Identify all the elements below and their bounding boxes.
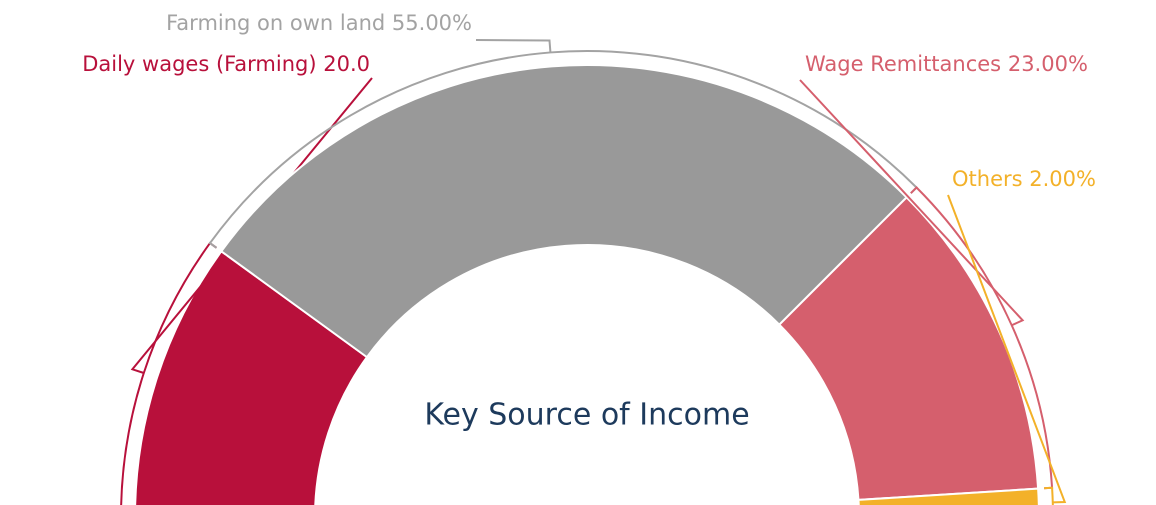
label-bracket (910, 186, 1054, 490)
value-label: 20.0 (323, 52, 370, 76)
category-label: Wage Remittances (805, 52, 1001, 76)
donut-segment (857, 487, 1040, 505)
center-text: Key Source of Income (424, 398, 749, 433)
value-label: 23.00% (1008, 52, 1088, 76)
segment-label: Wage Remittances 23.00% (805, 52, 1088, 76)
leader-line (947, 194, 1067, 504)
segment-label: Farming on own land 55.00% (166, 11, 472, 35)
label-bracket (120, 241, 218, 505)
donut-segment (219, 64, 909, 359)
segment-label: Others 2.00% (952, 167, 1096, 191)
category-label: Farming on own land (166, 11, 385, 35)
leader-line (475, 39, 552, 53)
value-label: 55.00% (392, 11, 472, 35)
label-bracket (208, 50, 918, 249)
leader-line (799, 79, 1025, 327)
label-bracket (1044, 486, 1054, 505)
segment-label: Daily wages (Farming) 20.0 (82, 52, 370, 76)
category-label: Daily wages (Farming) (82, 52, 316, 76)
category-label: Others (952, 167, 1023, 191)
value-label: 2.00% (1029, 167, 1096, 191)
